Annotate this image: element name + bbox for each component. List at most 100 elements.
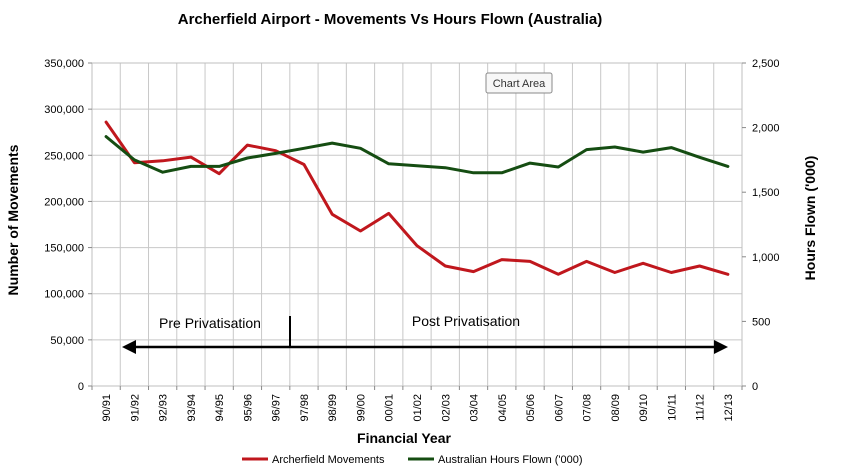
y2-axis-title: Hours Flown ('000) (802, 156, 818, 281)
y2-tick-label: 2,500 (752, 58, 780, 70)
y2-tick-label: 2,000 (752, 123, 780, 135)
data-point[interactable] (612, 270, 617, 275)
data-point[interactable] (669, 145, 674, 150)
y-tick-label: 50,000 (50, 335, 84, 347)
data-point[interactable] (697, 155, 702, 160)
data-point[interactable] (443, 165, 448, 170)
y-tick-label: 250,000 (44, 150, 84, 162)
pre-privatisation-label: Pre Privatisation (159, 315, 261, 331)
x-tick-label: 05/06 (525, 394, 537, 422)
chart-area-tooltip-text: Chart Area (493, 78, 546, 90)
data-point[interactable] (104, 134, 109, 139)
data-point[interactable] (104, 120, 109, 125)
data-point[interactable] (358, 146, 363, 151)
data-point[interactable] (301, 146, 306, 151)
y-tick-label: 200,000 (44, 196, 84, 208)
data-point[interactable] (415, 163, 420, 168)
x-axis: 90/91 91/92 92/93 93/94 94/95 95/96 96/97 97/98… (91, 386, 743, 422)
grid (92, 63, 742, 386)
data-point[interactable] (330, 141, 335, 146)
data-point[interactable] (584, 147, 589, 152)
y-tick-label: 150,000 (44, 243, 84, 255)
x-tick-label: 11/12 (695, 394, 707, 421)
data-point[interactable] (641, 261, 646, 266)
data-point[interactable] (556, 165, 561, 170)
plot-area[interactable] (91, 62, 743, 387)
data-point[interactable] (471, 269, 476, 274)
x-tick-label: 04/05 (497, 394, 509, 422)
y-axis-left: 0 50,000 100,000 150,000 200,000 250,000 300,0… (44, 58, 92, 393)
data-point[interactable] (612, 144, 617, 149)
x-tick-label: 07/08 (582, 394, 594, 422)
data-point[interactable] (528, 161, 533, 166)
data-point[interactable] (160, 170, 165, 175)
data-point[interactable] (386, 161, 391, 166)
y-tick-label: 100,000 (44, 289, 84, 301)
data-point[interactable] (160, 158, 165, 163)
data-point[interactable] (725, 272, 730, 277)
data-point[interactable] (669, 270, 674, 275)
series-line-0[interactable] (104, 120, 730, 276)
legend-label-0: Archerfield Movements (272, 454, 385, 466)
data-point[interactable] (415, 243, 420, 248)
y2-tick-label: 1,500 (752, 187, 780, 199)
data-point[interactable] (641, 150, 646, 155)
y2-tick-label: 500 (752, 316, 770, 328)
x-tick-label: 97/98 (299, 394, 311, 422)
x-tick-label: 96/97 (271, 394, 283, 422)
x-tick-label: 92/93 (158, 394, 170, 422)
x-tick-label: 12/13 (723, 394, 735, 422)
x-tick-label: 10/11 (666, 394, 678, 421)
data-point[interactable] (188, 155, 193, 160)
x-tick-label: 94/95 (214, 394, 226, 422)
x-tick-label: 03/04 (469, 394, 481, 422)
chart-area-tooltip: Chart Area (485, 72, 553, 94)
x-tick-label: 98/99 (327, 394, 339, 422)
y2-tick-label: 0 (752, 381, 758, 393)
x-tick-label: 06/07 (553, 394, 565, 422)
data-point[interactable] (499, 170, 504, 175)
x-tick-label: 08/09 (610, 394, 622, 422)
data-point[interactable] (245, 143, 250, 148)
post-privatisation-label: Post Privatisation (412, 313, 520, 329)
x-tick-label: 00/01 (384, 394, 396, 422)
x-tick-label: 01/02 (412, 394, 424, 422)
data-point[interactable] (725, 164, 730, 169)
data-point[interactable] (330, 212, 335, 217)
x-tick-label: 02/03 (440, 394, 452, 422)
y-tick-label: 0 (78, 381, 84, 393)
data-point[interactable] (697, 264, 702, 269)
timeline-arrow-right (714, 340, 728, 354)
data-point[interactable] (217, 171, 222, 176)
legend-label-1: Australian Hours Flown ('000) (438, 454, 583, 466)
data-point[interactable] (471, 170, 476, 175)
y-tick-label: 300,000 (44, 104, 84, 116)
data-point[interactable] (301, 162, 306, 167)
data-point[interactable] (245, 155, 250, 160)
x-tick-label: 90/91 (101, 394, 113, 422)
data-point[interactable] (217, 164, 222, 169)
x-tick-label: 91/92 (129, 394, 141, 422)
legend[interactable]: Archerfield Movements Australian Hours Fl… (242, 454, 583, 466)
data-point[interactable] (584, 259, 589, 264)
x-axis-title: Financial Year (357, 430, 451, 446)
x-tick-label: 99/00 (355, 394, 367, 422)
privatisation-annotation: Pre Privatisation Post Privatisation (122, 313, 728, 354)
y-axis-title: Number of Movements (5, 144, 21, 295)
data-point[interactable] (273, 151, 278, 156)
data-point[interactable] (386, 211, 391, 216)
series-layer (104, 120, 730, 277)
data-point[interactable] (132, 157, 137, 162)
timeline-arrow-left (122, 340, 136, 354)
data-point[interactable] (499, 257, 504, 262)
data-point[interactable] (358, 228, 363, 233)
data-point[interactable] (556, 272, 561, 277)
data-point[interactable] (188, 164, 193, 169)
y2-tick-label: 1,000 (752, 252, 780, 264)
data-point[interactable] (443, 264, 448, 269)
series-line-1[interactable] (104, 135, 730, 175)
data-point[interactable] (528, 259, 533, 264)
y-axis-right: 0 500 1,000 1,500 2,000 2,500 (742, 58, 780, 393)
